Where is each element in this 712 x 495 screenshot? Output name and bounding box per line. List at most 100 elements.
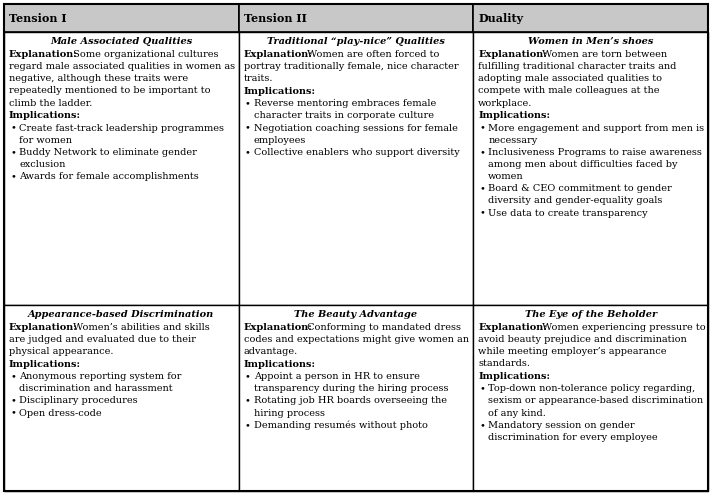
Text: discrimination and harassment: discrimination and harassment [19, 384, 172, 394]
Text: discrimination for every employee: discrimination for every employee [488, 433, 658, 442]
Text: Inclusiveness Programs to raise awareness: Inclusiveness Programs to raise awarenes… [488, 148, 702, 157]
Text: character traits in corporate culture: character traits in corporate culture [253, 111, 434, 120]
Bar [239, 32, 473, 305]
Text: Rotating job HR boards overseeing the: Rotating job HR boards overseeing the [253, 396, 446, 405]
Text: •: • [245, 148, 251, 157]
Text: avoid beauty prejudice and discrimination: avoid beauty prejudice and discriminatio… [478, 335, 687, 344]
Bar [4, 305, 239, 491]
Text: Anonymous reporting system for: Anonymous reporting system for [19, 372, 182, 381]
Text: •: • [479, 184, 485, 193]
Text: advantage.: advantage. [244, 347, 298, 356]
Text: •: • [10, 124, 16, 133]
Text: The Beauty Advantage: The Beauty Advantage [294, 310, 417, 319]
Text: •: • [245, 372, 251, 381]
Text: fulfilling traditional character traits and: fulfilling traditional character traits … [478, 62, 676, 71]
Text: necessary: necessary [488, 136, 538, 145]
Text: are judged and evaluated due to their: are judged and evaluated due to their [9, 335, 196, 344]
Bar [473, 4, 708, 32]
Text: employees: employees [253, 136, 306, 145]
Text: Explanation:: Explanation: [244, 323, 313, 332]
Text: Traditional “play-nice” Qualities: Traditional “play-nice” Qualities [267, 37, 445, 46]
Text: climb the ladder.: climb the ladder. [9, 99, 93, 107]
Text: •: • [10, 396, 16, 405]
Text: •: • [10, 372, 16, 381]
Text: Tension I: Tension I [9, 13, 67, 24]
Text: •: • [479, 124, 485, 133]
Text: Create fast-track leadership programmes: Create fast-track leadership programmes [19, 124, 224, 133]
Text: physical appearance.: physical appearance. [9, 347, 113, 356]
Bar [239, 4, 473, 32]
Text: workplace.: workplace. [478, 99, 533, 107]
Text: Appoint a person in HR to ensure: Appoint a person in HR to ensure [253, 372, 419, 381]
Text: Open dress-code: Open dress-code [19, 409, 102, 418]
Text: Conforming to mandated dress: Conforming to mandated dress [304, 323, 461, 332]
Text: Implications:: Implications: [478, 372, 550, 381]
Text: repeatedly mentioned to be important to: repeatedly mentioned to be important to [9, 87, 211, 96]
Text: •: • [479, 208, 485, 218]
Text: •: • [245, 421, 251, 430]
Text: •: • [10, 148, 16, 157]
Text: adopting male associated qualities to: adopting male associated qualities to [478, 74, 662, 83]
Text: sexism or appearance-based discrimination: sexism or appearance-based discriminatio… [488, 396, 703, 405]
Text: Implications:: Implications: [244, 360, 315, 369]
Text: Negotiation coaching sessions for female: Negotiation coaching sessions for female [253, 124, 458, 133]
Text: compete with male colleagues at the: compete with male colleagues at the [478, 87, 660, 96]
Text: •: • [479, 384, 485, 394]
Text: Explanation:: Explanation: [478, 50, 547, 59]
Text: Board & CEO commitment to gender: Board & CEO commitment to gender [488, 184, 672, 193]
Text: traits.: traits. [244, 74, 273, 83]
Text: Explanation:: Explanation: [9, 323, 78, 332]
Text: Explanation:: Explanation: [478, 323, 547, 332]
Bar [4, 4, 239, 32]
Text: Explanation:: Explanation: [9, 50, 78, 59]
Text: Appearance-based Discrimination: Appearance-based Discrimination [28, 310, 214, 319]
Text: Implications:: Implications: [9, 111, 81, 120]
Text: Use data to create transparency: Use data to create transparency [488, 208, 648, 218]
Text: Women in Men’s shoes: Women in Men’s shoes [528, 37, 654, 46]
Text: standards.: standards. [478, 359, 530, 368]
Bar [239, 305, 473, 491]
Text: Top-down non-tolerance policy regarding,: Top-down non-tolerance policy regarding, [488, 384, 696, 394]
Text: Disciplinary procedures: Disciplinary procedures [19, 396, 137, 405]
Text: •: • [479, 421, 485, 430]
Text: portray traditionally female, nice character: portray traditionally female, nice chara… [244, 62, 459, 71]
Text: Male Associated Qualities: Male Associated Qualities [51, 37, 192, 46]
Text: women: women [488, 172, 524, 181]
Text: Women are often forced to: Women are often forced to [304, 50, 440, 59]
Text: for women: for women [19, 136, 72, 145]
Text: regard male associated qualities in women as: regard male associated qualities in wome… [9, 62, 235, 71]
Text: diversity and gender-equality goals: diversity and gender-equality goals [488, 197, 663, 205]
Text: among men about difficulties faced by: among men about difficulties faced by [488, 160, 678, 169]
Text: Collective enablers who support diversity: Collective enablers who support diversit… [253, 148, 459, 157]
Text: transparency during the hiring process: transparency during the hiring process [253, 384, 448, 394]
Text: while meeting employer’s appearance: while meeting employer’s appearance [478, 347, 666, 356]
Text: Implications:: Implications: [9, 360, 81, 369]
Text: Reverse mentoring embraces female: Reverse mentoring embraces female [253, 99, 436, 108]
Text: exclusion: exclusion [19, 160, 66, 169]
Text: •: • [10, 409, 16, 418]
Text: Demanding resumés without photo: Demanding resumés without photo [253, 421, 427, 430]
Text: negative, although these traits were: negative, although these traits were [9, 74, 188, 83]
Text: Duality: Duality [478, 13, 523, 24]
Text: The Eye of the Beholder: The Eye of the Beholder [525, 310, 656, 319]
Text: Buddy Network to eliminate gender: Buddy Network to eliminate gender [19, 148, 197, 157]
Text: Implications:: Implications: [478, 111, 550, 120]
Bar [4, 32, 239, 305]
Text: Tension II: Tension II [244, 13, 307, 24]
Text: Awards for female accomplishments: Awards for female accomplishments [19, 172, 199, 181]
Text: codes and expectations might give women an: codes and expectations might give women … [244, 335, 468, 344]
Text: Some organizational cultures: Some organizational cultures [70, 50, 218, 59]
Text: of any kind.: of any kind. [488, 409, 546, 418]
Text: •: • [245, 99, 251, 108]
Bar [473, 32, 708, 305]
Text: •: • [479, 148, 485, 157]
Text: Women are torn between: Women are torn between [539, 50, 667, 59]
Text: Women’s abilities and skills: Women’s abilities and skills [70, 323, 209, 332]
Text: •: • [245, 124, 251, 133]
Bar [473, 305, 708, 491]
Text: Implications:: Implications: [244, 87, 315, 96]
Text: hiring process: hiring process [253, 409, 325, 418]
Text: Women experiencing pressure to: Women experiencing pressure to [539, 323, 706, 332]
Text: •: • [10, 172, 16, 181]
Text: •: • [245, 396, 251, 405]
